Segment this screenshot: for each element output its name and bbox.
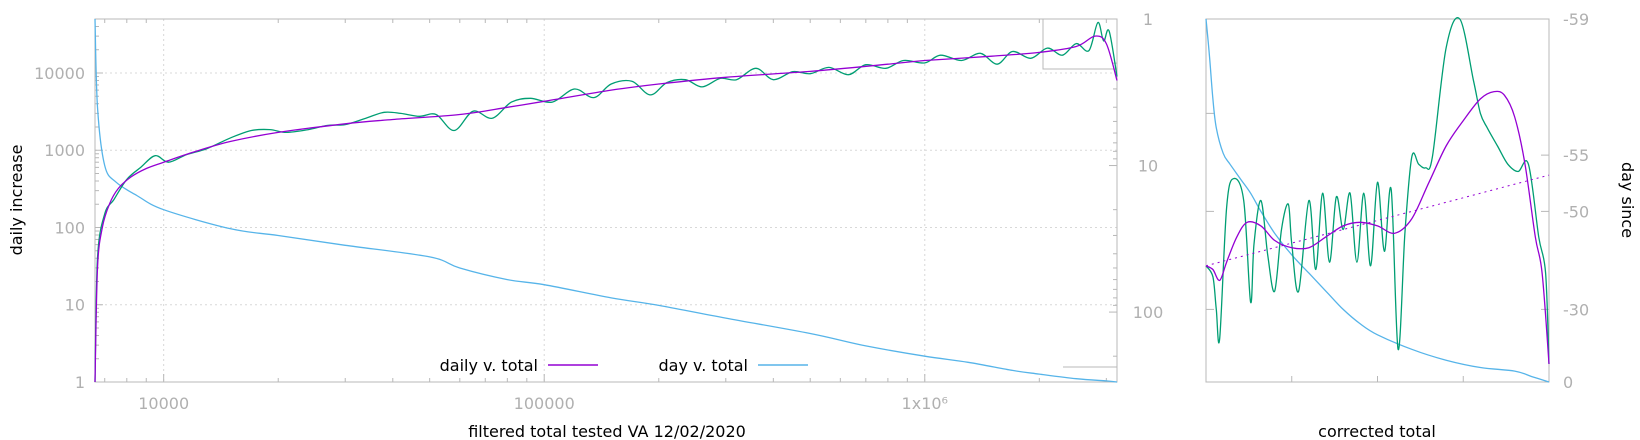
series-line-raw-raw: [94, 21, 1118, 383]
right-y2-axis-title: day since: [1618, 162, 1637, 238]
y-tick-label-1000: 1000: [44, 141, 85, 160]
x-tick-label-1x10: 1x10⁶: [902, 394, 948, 413]
left-plot-frame: [94, 18, 1118, 383]
y-tick-label-10000: 10000: [34, 64, 85, 83]
series-line-day-v-total: [94, 18, 1118, 383]
left-gridlines: [95, 19, 1117, 383]
y-tick-label-100: 100: [54, 218, 85, 237]
right-y2-tick-label-30: -30: [1563, 300, 1589, 319]
right-y2-tick-label-59: -59: [1563, 10, 1589, 29]
right-series-line-day: [1205, 18, 1550, 383]
series-line-daily-v-total: [94, 35, 1118, 383]
right-chart: -59 -55 -50 -30 0 corrected total day since: [1205, 10, 1637, 440]
right-series-line-daily: [1205, 90, 1550, 364]
x-tick-label-10000: 10000: [138, 394, 189, 413]
y2-tick-label-10: 10: [1138, 157, 1158, 176]
left-y-axis-title: daily increase: [7, 145, 26, 256]
right-series-line-daily-trend: [1205, 174, 1550, 267]
left-series: [94, 18, 1118, 383]
legend: daily v. total day v. total: [440, 356, 808, 375]
y2-tick-label-100: 100: [1133, 303, 1164, 322]
right-y2-tick-label-55: -55: [1563, 146, 1589, 165]
left-chart: 10000 100000 1x10⁶ 1 10 100 1000 10000 1 10 100 fi…: [7, 10, 1163, 440]
zoom-region-box: [1042, 18, 1118, 70]
left-x-axis-title: filtered total tested VA 12/02/2020: [468, 422, 746, 440]
y-tick-label-10: 10: [65, 296, 85, 315]
right-series-line-raw: [1205, 17, 1550, 364]
right-y2-tick-label-50: -50: [1563, 202, 1589, 221]
y-tick-label-1: 1: [75, 373, 85, 392]
legend-label-day: day v. total: [659, 356, 749, 375]
right-ticks: -59 -55 -50 -30 0: [1206, 10, 1589, 392]
right-series: [1205, 17, 1550, 383]
x-tick-label-100000: 100000: [514, 394, 575, 413]
right-x-axis-title: corrected total: [1318, 422, 1436, 440]
right-y2-tick-label-0: 0: [1563, 373, 1573, 392]
y2-tick-label-1: 1: [1143, 10, 1153, 29]
left-ticks: 10000 100000 1x10⁶ 1 10 100 1000 10000 1 10 100: [34, 10, 1163, 413]
right-plot-frame: [1205, 18, 1550, 383]
legend-label-daily: daily v. total: [440, 356, 538, 375]
